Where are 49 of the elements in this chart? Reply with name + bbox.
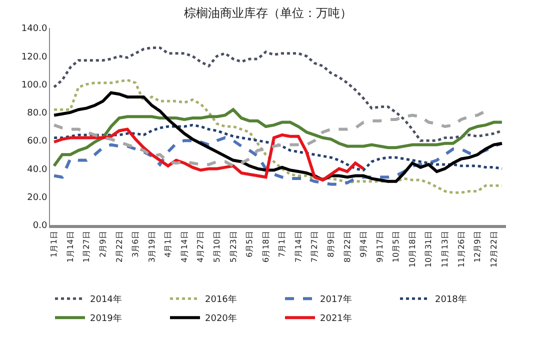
x-tick-label: 2月9日 (98, 231, 108, 258)
legend-label: 2021年 (320, 313, 352, 324)
x-tick-label: 1月27日 (82, 231, 92, 262)
x-tick-label: 5月23日 (228, 231, 238, 262)
line-series (52, 78, 504, 194)
x-tick-label: 8月22日 (342, 231, 352, 262)
y-tick-label: 80.0 (27, 108, 48, 119)
x-tick-label: 2月22日 (114, 231, 124, 262)
legend-label: 2020年 (205, 313, 237, 324)
legend-label: 2016年 (205, 294, 237, 306)
x-tick-label: 9月17日 (375, 231, 384, 262)
x-tick-label: 12月9日 (473, 231, 482, 262)
x-tick-label: 4月1日 (164, 231, 173, 258)
x-tick-label: 5月10日 (212, 231, 222, 262)
x-tick-label: 11月26日 (456, 231, 466, 268)
x-tick-label: 10月31日 (424, 231, 434, 268)
x-tick-label: 9月4日 (359, 231, 368, 258)
legend-label: 2017年 (320, 294, 352, 306)
line-series (52, 124, 504, 172)
x-tick-label: 11月13日 (440, 231, 450, 268)
y-tick-label: 20.0 (27, 193, 48, 204)
x-tick-label: 6月18日 (261, 231, 270, 262)
x-tick-label: 4月14日 (180, 231, 189, 262)
x-tick-label: 10月5日 (392, 231, 401, 262)
x-tick-label: 8月9日 (326, 231, 336, 258)
y-tick-label: 40.0 (27, 164, 48, 175)
x-tick-label: 4月27日 (196, 231, 206, 262)
line-series (52, 91, 504, 183)
chart-title: 棕榈油商业库存（单位：万吨） (184, 6, 352, 20)
x-tick-label: 10月18日 (408, 231, 417, 268)
line-series (52, 136, 504, 186)
legend-label: 2018年 (435, 294, 467, 306)
y-tick-label: 120.0 (21, 52, 48, 62)
y-tick-label: 0.0 (32, 221, 48, 232)
x-tick-label: 7月27日 (310, 231, 320, 262)
line-series (52, 128, 365, 182)
x-tick-label: 3月19日 (147, 231, 156, 262)
x-tick-label: 7月14日 (294, 231, 303, 262)
x-tick-label: 1月1日 (50, 231, 59, 258)
x-tick-label: 7月1日 (278, 231, 287, 258)
y-tick-label: 140.0 (21, 24, 48, 34)
x-tick-label: 1月14日 (66, 231, 75, 262)
legend-label: 2019年 (90, 313, 122, 324)
y-tick-label: 100.0 (21, 80, 48, 90)
legend-label: 2014年 (90, 294, 122, 306)
y-tick-label: 60.0 (27, 136, 48, 147)
x-tick-label: 12月22日 (489, 231, 498, 268)
x-tick-label: 6月5日 (245, 231, 254, 258)
x-tick-label: 3月6日 (131, 231, 140, 258)
